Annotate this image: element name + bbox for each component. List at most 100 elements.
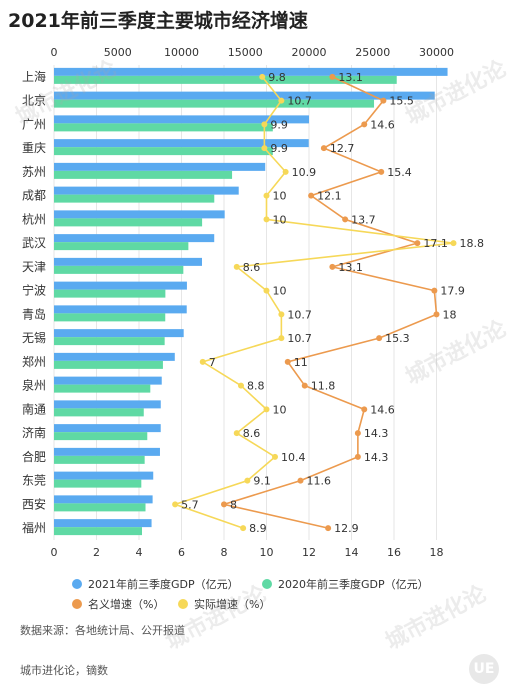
nominal-point: [431, 287, 438, 294]
bar-gdp2020: [54, 170, 233, 179]
nominal-data-label: 14.3: [364, 427, 389, 440]
nominal-point: [378, 168, 385, 175]
real-data-label: 9.1: [253, 475, 271, 488]
real-data-label: 8.9: [249, 522, 267, 535]
real-data-label: 10.7: [287, 95, 312, 108]
bar-gdp2021: [54, 447, 160, 456]
bar-gdp2020: [54, 527, 143, 536]
bar-gdp2020: [54, 99, 375, 108]
city-label: 广州: [22, 117, 46, 131]
city-label: 苏州: [22, 165, 46, 179]
top-axis-tick-label: 15000: [228, 46, 263, 59]
legend-gdp2021: 2021年前三季度GDP（亿元）: [72, 576, 239, 592]
city-label: 泉州: [22, 379, 46, 393]
city-label: 武汉: [22, 236, 46, 250]
real-line: [172, 76, 454, 529]
real-point: [263, 287, 270, 294]
bar-gdp2021: [54, 471, 154, 480]
chart-title: 2021年前三季度主要城市经济增速: [8, 10, 308, 32]
nominal-data-label: 14.6: [370, 118, 395, 131]
real-point: [244, 477, 251, 484]
line-series: [172, 73, 457, 532]
real-data-label: 18.8: [460, 237, 485, 250]
real-data-label: 10: [273, 285, 287, 298]
real-data-label: 10: [273, 403, 287, 416]
bar-gdp2021: [54, 115, 309, 124]
nominal-point: [361, 121, 368, 128]
legend-nominal-label: 名义增速（%）: [88, 598, 165, 611]
nominal-data-label: 8: [230, 498, 237, 511]
legend-nominal-swatch: [72, 599, 82, 609]
nominal-data-label: 13.1: [338, 71, 363, 84]
nominal-point: [284, 358, 291, 365]
bar-gdp2020: [54, 147, 273, 156]
bottom-axis-tick-label: 14: [345, 546, 359, 559]
bar-gdp2020: [54, 384, 151, 393]
bar-gdp2020: [54, 337, 165, 346]
bar-gdp2021: [54, 376, 162, 385]
bottom-axis-tick-label: 8: [221, 546, 228, 559]
real-point: [240, 525, 247, 532]
bar-gdp2020: [54, 432, 148, 441]
city-label: 南通: [22, 401, 46, 416]
nominal-point: [221, 501, 227, 508]
nominal-data-label: 11.8: [311, 380, 336, 393]
bar-gdp2020: [54, 242, 189, 251]
bottom-axis-tick-label: 10: [260, 546, 274, 559]
real-data-label: 10.7: [287, 332, 312, 345]
bar-gdp2020: [54, 265, 184, 274]
top-axis-tick-label: 25000: [355, 46, 390, 59]
real-data-label: 10.4: [281, 451, 306, 464]
top-axis-tick-label: 10000: [164, 46, 199, 59]
real-data-label: 8.6: [243, 261, 261, 274]
real-data-label: 9.9: [270, 118, 288, 131]
bar-gdp2021: [54, 234, 215, 243]
city-label: 合肥: [22, 449, 46, 464]
top-axis-tick-label: 20000: [292, 46, 327, 59]
nominal-data-label: 15.3: [385, 332, 410, 345]
city-label: 上海: [22, 69, 46, 84]
data-source: 数据来源：各地统计局、公开报道: [20, 624, 185, 637]
city-label: 郑州: [22, 354, 46, 369]
nominal-point: [354, 430, 361, 437]
credit-line: 城市进化论，镝数: [20, 664, 108, 677]
bar-gdp2020: [54, 313, 166, 322]
real-point: [233, 263, 240, 270]
real-point: [263, 216, 270, 223]
city-label: 杭州: [22, 211, 46, 226]
nominal-point: [414, 240, 421, 247]
nominal-data-label: 15.5: [389, 95, 414, 108]
top-axis-ticks: 0 5000 10000 15000 20000 25000 30000: [51, 46, 455, 59]
bar-gdp2021: [54, 67, 448, 76]
nominal-point: [433, 311, 440, 318]
watermark-logo: UE: [469, 654, 499, 684]
top-axis-tick-label: 5000: [104, 46, 132, 59]
legend-nominal: 名义增速（%）: [72, 596, 164, 612]
real-point: [282, 168, 289, 175]
bar-gdp2021: [54, 495, 153, 504]
real-point: [172, 501, 179, 508]
bar-gdp2021: [54, 162, 266, 171]
real-point: [261, 121, 268, 128]
bar-gdp2021: [54, 139, 309, 148]
bottom-axis-tick-label: 0: [51, 546, 58, 559]
real-point: [278, 335, 285, 342]
legend-gdp2020-swatch: [262, 579, 272, 589]
nominal-data-label: 12.7: [330, 142, 355, 155]
city-label: 重庆: [22, 141, 46, 155]
legend-gdp2021-label: 2021年前三季度GDP（亿元）: [88, 578, 239, 591]
bar-gdp2021: [54, 186, 239, 195]
nominal-point: [308, 192, 315, 199]
nominal-data-label: 15.4: [387, 166, 412, 179]
gridlines: [53, 65, 437, 540]
bar-gdp2020: [54, 123, 273, 132]
real-point: [278, 311, 285, 318]
real-data-label: 7: [209, 356, 216, 369]
city-label: 西安: [22, 496, 46, 511]
bar-gdp2020: [54, 360, 163, 369]
real-point: [259, 73, 266, 80]
bar-gdp2020: [54, 75, 397, 84]
bar-gdp2021: [54, 257, 202, 266]
bottom-axis-tick-label: 12: [302, 546, 316, 559]
